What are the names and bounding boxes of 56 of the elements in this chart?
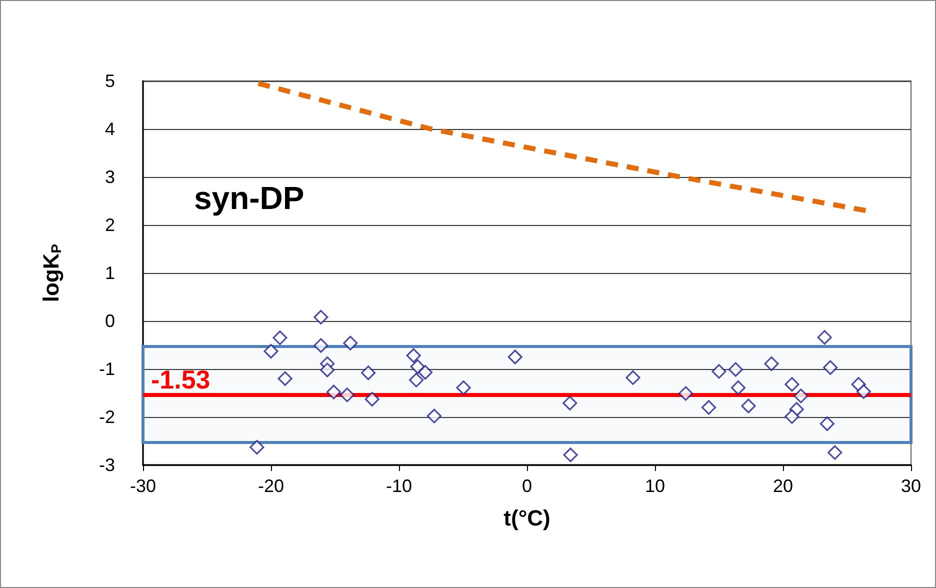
point	[712, 364, 726, 379]
point	[360, 366, 376, 380]
x-tick-label: 10	[644, 476, 666, 496]
point	[508, 350, 522, 364]
point	[764, 356, 779, 372]
point	[340, 388, 354, 402]
x-tick-label: -30	[130, 476, 156, 496]
point	[326, 384, 342, 400]
y-tick-label: 5	[104, 71, 115, 91]
point	[426, 408, 442, 424]
point	[626, 370, 640, 385]
x-tick-label: -10	[386, 476, 412, 496]
ref-line-label: -1.53	[151, 364, 210, 394]
point	[794, 388, 808, 404]
point	[784, 377, 800, 392]
x-axis-title: t(°C)	[504, 506, 550, 530]
y-tick-label: 2	[104, 215, 115, 235]
point	[820, 416, 834, 432]
point	[741, 398, 756, 414]
point	[314, 338, 328, 353]
y-tick-label: -3	[98, 455, 115, 475]
point	[264, 344, 278, 359]
point	[272, 330, 288, 346]
y-tick-label: -2	[98, 407, 115, 427]
point	[250, 440, 264, 455]
x-tick-label: 30	[900, 476, 922, 496]
x-tick-label: 20	[772, 476, 794, 496]
point	[823, 360, 838, 375]
point	[730, 380, 746, 396]
point	[784, 409, 800, 424]
y-axis-title: logKP	[38, 244, 64, 302]
y-tick-label: -1	[98, 359, 115, 379]
point	[678, 386, 694, 401]
y-tick-label: 3	[104, 167, 115, 187]
x-tick-label: 0	[522, 476, 532, 496]
point	[364, 392, 380, 407]
point	[728, 362, 743, 377]
point	[314, 310, 328, 324]
point	[406, 348, 421, 363]
point	[320, 362, 335, 378]
point	[418, 365, 433, 380]
point	[343, 336, 358, 350]
x-tick-label: -20	[258, 476, 284, 496]
point	[856, 384, 871, 399]
y-tick-label: 0	[104, 311, 115, 331]
point	[701, 400, 716, 415]
annotation: syn-DP	[194, 180, 304, 216]
y-tick-label: 1	[104, 263, 115, 283]
point	[828, 445, 842, 460]
point	[817, 330, 832, 345]
y-tick-label: 4	[104, 119, 115, 139]
point	[562, 396, 578, 410]
point	[278, 371, 292, 386]
point	[456, 380, 471, 396]
point	[563, 448, 578, 462]
point	[408, 372, 424, 388]
